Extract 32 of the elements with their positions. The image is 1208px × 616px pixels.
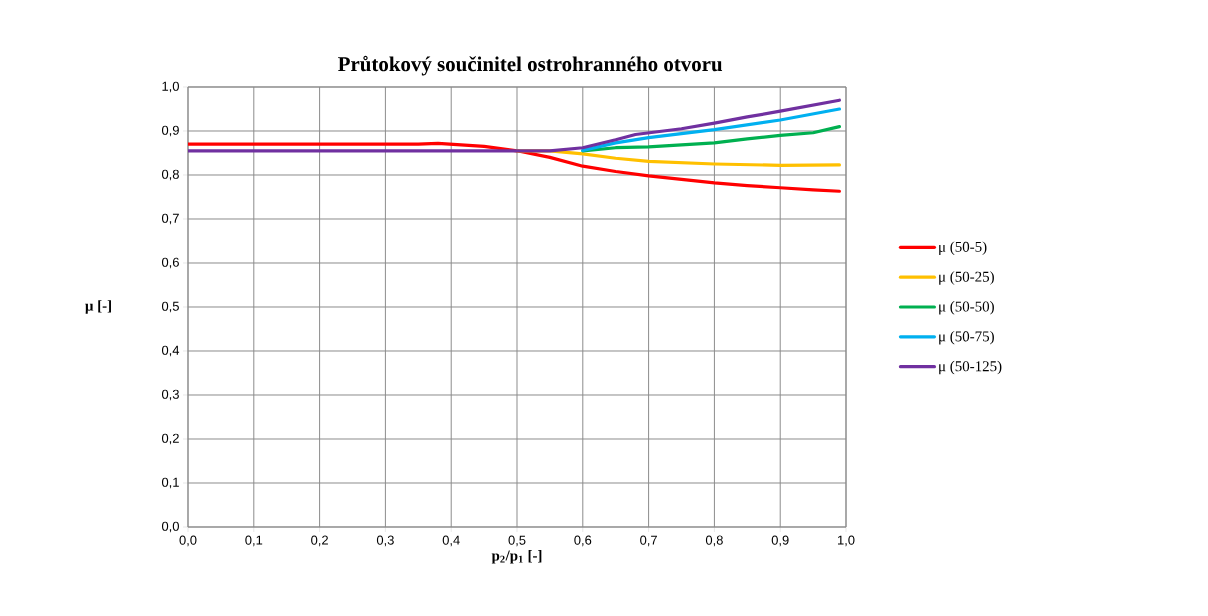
text: p$_{2}$/p$_{1}$ [-]	[491, 550, 542, 564]
y-tick-label: 1,0	[162, 81, 179, 93]
legend-label: μ (50-5)	[939, 241, 987, 255]
y-tick-label: 0,4	[161, 345, 180, 357]
x-tick-label: 1,0	[837, 535, 855, 547]
y-tick-label: 0,6	[161, 257, 179, 269]
y-axis-title: μ [-]	[85, 300, 111, 314]
x-tick-label: 0,4	[442, 535, 460, 547]
x-tick-label: 0,1	[245, 535, 263, 547]
x-tick-label: 0,7	[640, 535, 657, 547]
y-tick-label: 0,0	[161, 521, 179, 533]
y-tick-label: 0,9	[161, 125, 179, 137]
x-tick-label: 0,9	[771, 535, 789, 547]
x-tick-label: 0,3	[376, 535, 394, 547]
line-series	[581, 124, 842, 153]
line-series	[581, 107, 842, 152]
legend-label: μ (50-125)	[939, 360, 1002, 375]
y-tick-label: 0,7	[161, 213, 179, 225]
chart-title: Průtokový součinitel ostrohranného otvoru	[338, 55, 723, 76]
x-tick-label: 0,5	[508, 535, 526, 547]
x-tick-label: 0,0	[179, 535, 197, 547]
legend-label: μ (50-50)	[939, 301, 994, 315]
y-tick-label: 0,8	[161, 169, 179, 181]
y-tick-label: 0,1	[161, 477, 179, 489]
x-tick-label: 0,8	[705, 535, 723, 547]
y-tick-label: 0,2	[161, 433, 179, 445]
y-tick-label: 0,5	[161, 301, 179, 313]
x-tick-label: 0,6	[574, 535, 592, 547]
legend-label: μ (50-25)	[939, 271, 994, 285]
y-tick-label: 0,3	[161, 389, 179, 401]
legend-label: μ (50-75)	[939, 330, 994, 345]
x-tick-label: 0,2	[311, 535, 328, 547]
